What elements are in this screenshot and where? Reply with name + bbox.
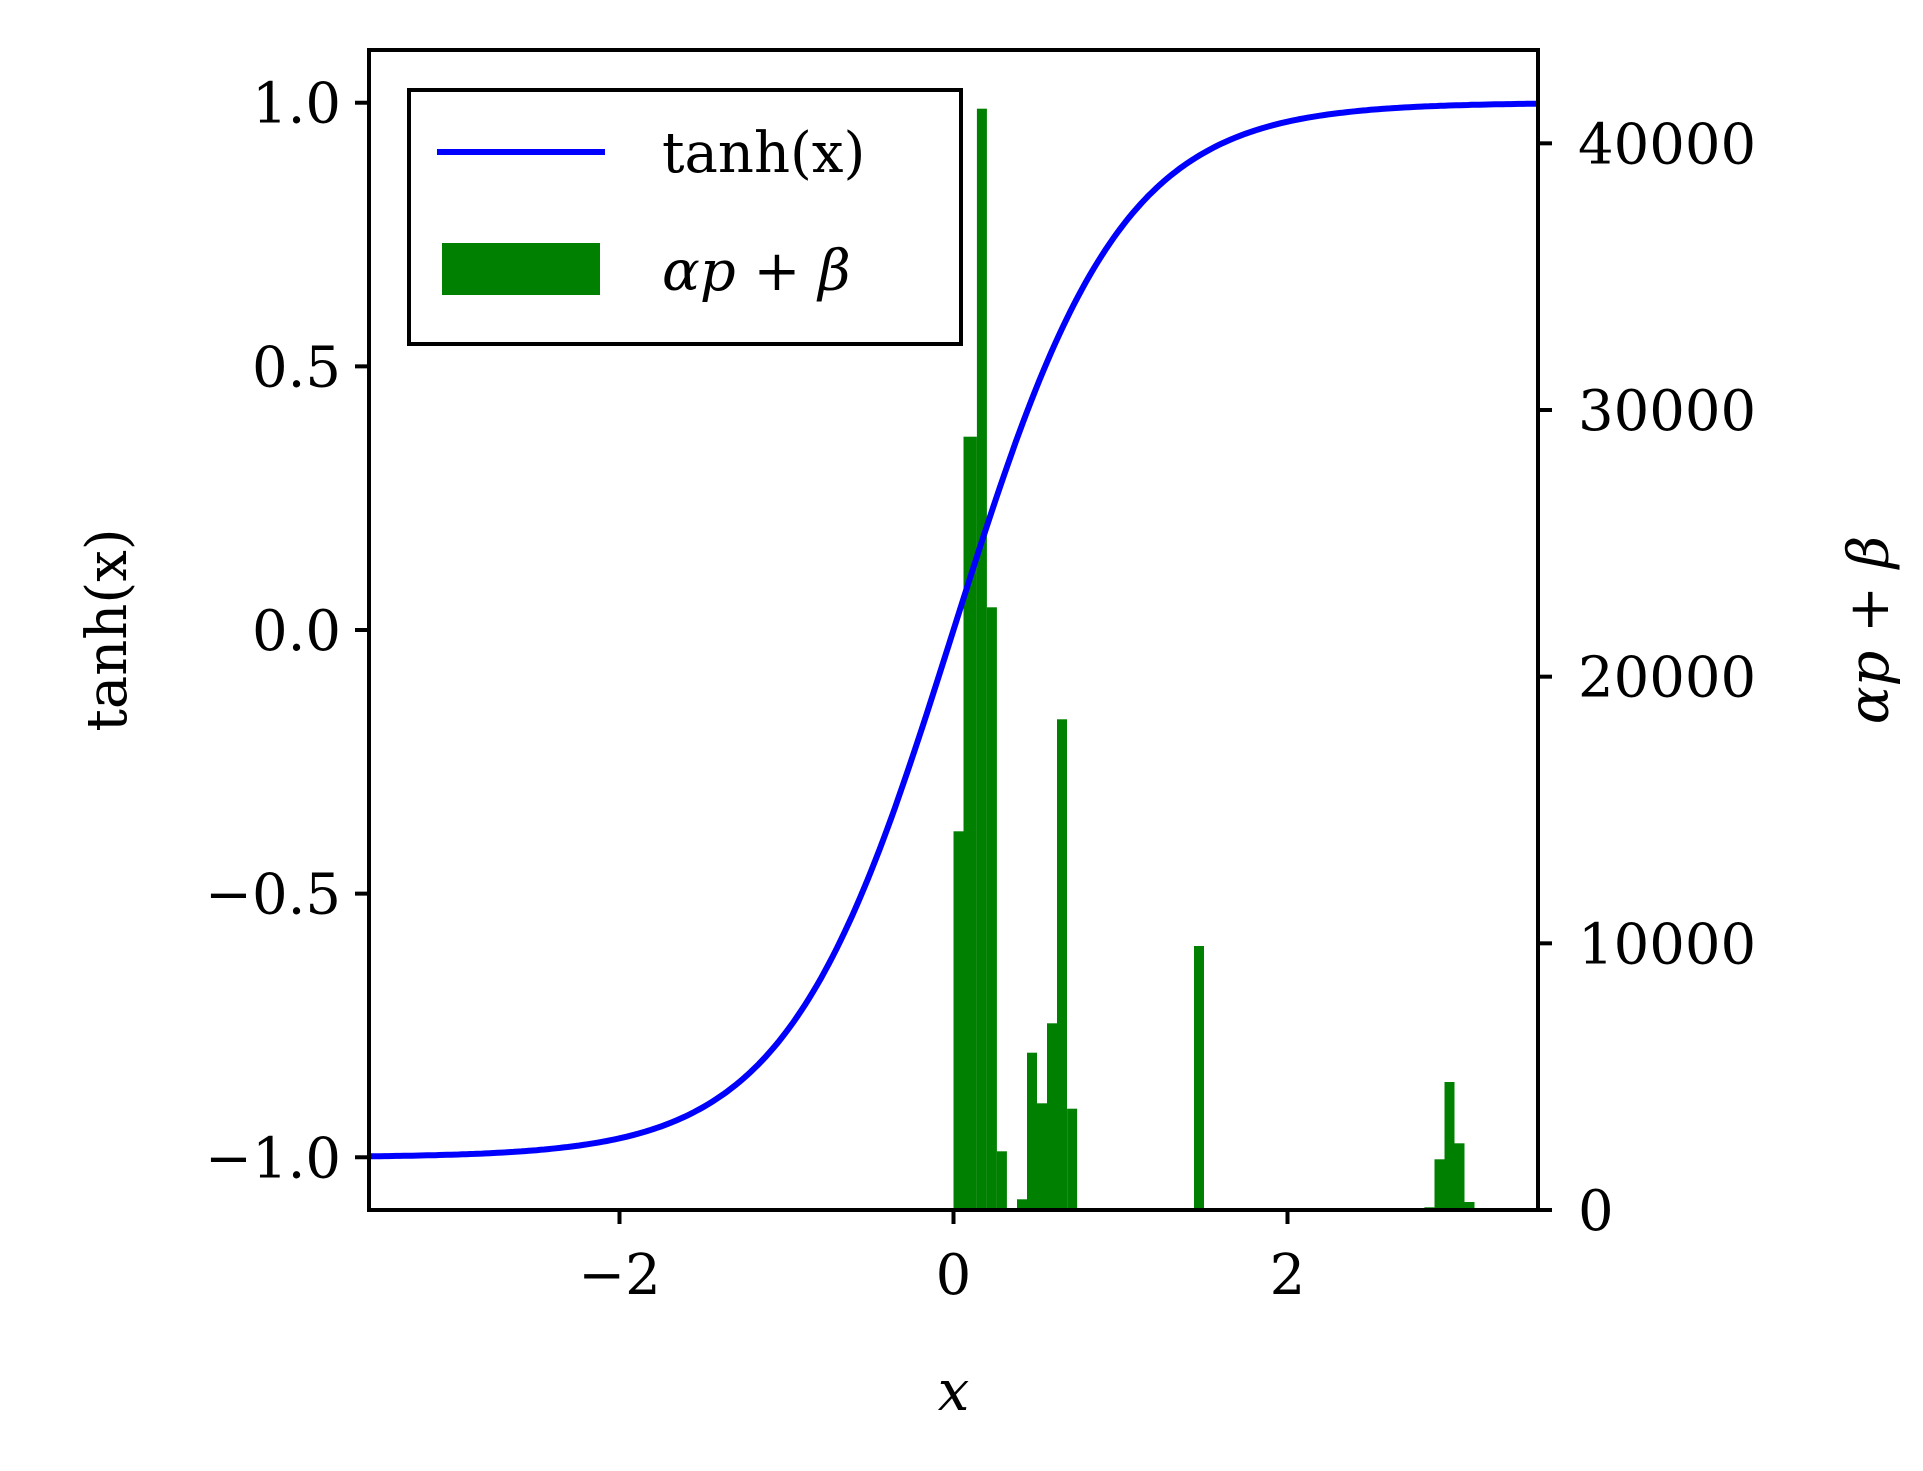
left-y-tick-label: 1.0 — [252, 72, 341, 137]
right-y-tick-label: 10000 — [1578, 912, 1756, 977]
histogram-bar-10 — [1067, 1108, 1078, 1210]
legend-label-alpha-p-beta: αp + β — [662, 239, 851, 304]
x-tick-label: 0 — [936, 1243, 972, 1308]
left-y-tick-label: −0.5 — [205, 863, 341, 928]
histogram-bar-3 — [986, 607, 997, 1210]
histogram-bar-6 — [1027, 1052, 1037, 1210]
right-y-tick-label: 40000 — [1578, 112, 1756, 177]
left-y-tick-label: 0.0 — [252, 599, 341, 664]
histogram-bar-8 — [1047, 1023, 1057, 1210]
histogram-bar-14 — [1444, 1082, 1455, 1210]
histogram-bar-9 — [1057, 719, 1067, 1210]
histogram-bar-11 — [1194, 946, 1204, 1210]
histogram-bar-7 — [1037, 1103, 1047, 1210]
left-y-tick-label: 0.5 — [252, 335, 341, 400]
histogram-bar-4 — [996, 1151, 1007, 1210]
right-y-axis-label: αp + β — [1837, 536, 1902, 725]
histogram-bar-0 — [953, 831, 964, 1210]
histogram-bar-5 — [1017, 1199, 1027, 1210]
histogram-bar-16 — [1464, 1202, 1475, 1210]
histogram-bar-2 — [976, 108, 987, 1211]
x-tick-label: −2 — [578, 1243, 661, 1308]
histogram-bar-1 — [963, 436, 977, 1210]
legend-label-tanh: tanh(x) — [662, 121, 865, 186]
tanh-series-line — [369, 100, 1538, 1160]
left-y-axis-ticks: −1.0 −0.5 0.0 0.5 1.0 — [205, 72, 369, 1191]
left-y-axis-label: tanh(x) — [75, 528, 140, 731]
right-y-tick-label: 20000 — [1578, 646, 1756, 711]
x-axis-label: x — [938, 1359, 970, 1424]
right-y-tick-label: 0 — [1578, 1179, 1614, 1244]
legend-patch-swatch — [442, 243, 600, 295]
legend: tanh(x) αp + β — [407, 88, 963, 346]
histogram-bar-15 — [1454, 1143, 1465, 1210]
right-y-tick-label: 30000 — [1578, 379, 1756, 444]
histogram-bars — [953, 108, 1475, 1211]
x-tick-label: 2 — [1270, 1243, 1306, 1308]
legend-box — [407, 88, 963, 346]
left-y-tick-label: −1.0 — [205, 1126, 341, 1191]
right-y-axis-ticks: 0 10000 20000 30000 40000 — [1538, 112, 1756, 1244]
histogram-bar-13 — [1434, 1159, 1445, 1210]
x-axis-ticks: −2 0 2 — [578, 1210, 1305, 1308]
